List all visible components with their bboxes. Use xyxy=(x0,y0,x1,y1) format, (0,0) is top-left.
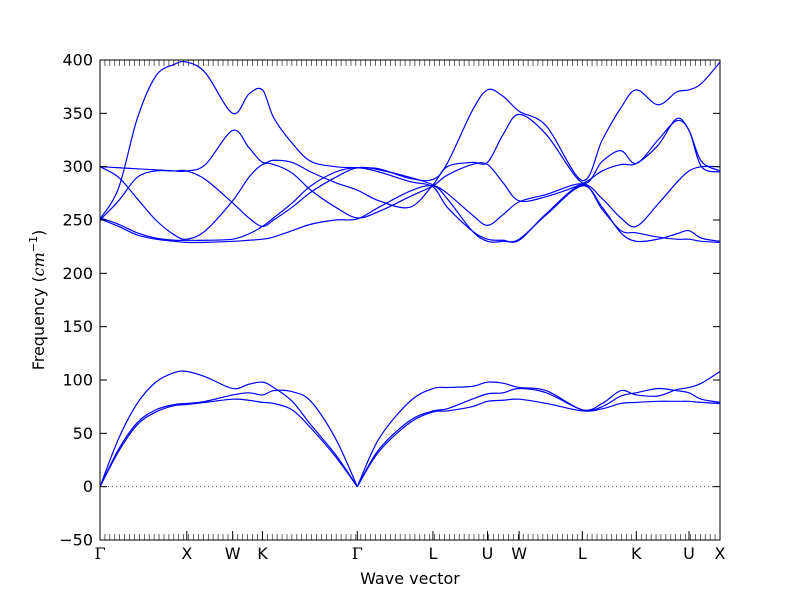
x-tick-label: Γ xyxy=(94,544,105,563)
x-tick-label: U xyxy=(482,544,494,563)
y-tick-label: 50 xyxy=(73,424,93,443)
y-axis-label-text: Frequency ( xyxy=(29,276,48,370)
y-axis-label-unit: cm xyxy=(29,252,48,276)
band-3 xyxy=(99,398,721,488)
y-tick-label: 300 xyxy=(62,157,93,176)
band-4 xyxy=(99,184,721,244)
band-6 xyxy=(99,165,721,228)
plot-background xyxy=(100,60,720,540)
x-tick-label: W xyxy=(511,544,527,563)
y-tick-label: 250 xyxy=(62,211,93,230)
x-tick-label: Γ xyxy=(352,544,363,563)
series-group xyxy=(99,60,721,488)
band-5 xyxy=(99,167,721,243)
x-tick-label: X xyxy=(181,544,192,563)
y-axis-label-exponent: −1 xyxy=(27,236,40,252)
y-axis: −50 0 50 100 150 200 250 300 350 400 xyxy=(59,51,720,550)
x-tick-label: W xyxy=(225,544,241,563)
y-tick-label: 100 xyxy=(62,371,93,390)
x-tick-label: L xyxy=(428,544,437,563)
band-7 xyxy=(99,117,721,240)
y-tick-label: 200 xyxy=(62,264,93,283)
band-9 xyxy=(99,60,721,220)
x-tick-label: L xyxy=(578,544,587,563)
band-2 xyxy=(99,387,721,487)
x-tick-label: K xyxy=(257,544,268,563)
y-tick-label: 350 xyxy=(62,104,93,123)
y-axis-label: Frequency (cm−1) xyxy=(27,230,48,371)
band-8 xyxy=(99,113,721,209)
y-tick-label: 400 xyxy=(62,51,93,70)
y-tick-label: 150 xyxy=(62,317,93,336)
y-tick-label: 0 xyxy=(83,477,93,496)
y-tick-label: −50 xyxy=(59,531,93,550)
x-axis-label: Wave vector xyxy=(360,569,460,588)
plot-area xyxy=(100,60,720,540)
x-tick-label: X xyxy=(715,544,726,563)
x-tick-label: U xyxy=(683,544,695,563)
x-tick-label: K xyxy=(631,544,642,563)
y-axis-label-close: ) xyxy=(29,230,48,236)
band-1 xyxy=(99,370,721,488)
